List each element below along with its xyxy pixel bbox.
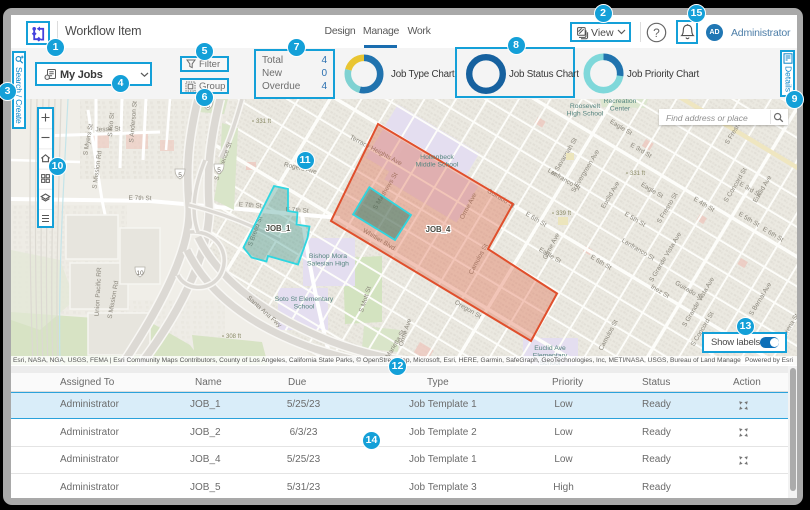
svg-text:E 7th St: E 7th St <box>128 195 151 202</box>
svg-text:S Rio St: S Rio St <box>107 112 116 137</box>
svg-text:331 ft: 331 ft <box>256 119 271 125</box>
svg-text:Union Pacific RR: Union Pacific RR <box>94 267 104 317</box>
svg-text:High School: High School <box>567 111 604 118</box>
svg-text:?: ? <box>653 26 660 40</box>
svg-text:5: 5 <box>206 103 210 110</box>
svg-text:Recreation: Recreation <box>604 99 637 105</box>
svg-text:Middle School: Middle School <box>416 162 459 169</box>
svg-text:5: 5 <box>178 172 182 179</box>
svg-text:S Anderson St: S Anderson St <box>128 101 139 143</box>
svg-text:Roosevelt: Roosevelt <box>570 103 600 110</box>
svg-text:339 ft: 339 ft <box>556 211 571 217</box>
svg-text:Euclid Ave: Euclid Ave <box>534 345 566 352</box>
svg-text:331 ft: 331 ft <box>630 171 645 177</box>
svg-text:JOB_4: JOB_4 <box>426 225 451 234</box>
svg-text:Salesian High: Salesian High <box>307 261 349 268</box>
svg-text:School: School <box>294 304 315 311</box>
svg-text:Hollenbeck: Hollenbeck <box>420 154 454 161</box>
svg-text:Bishop Mora: Bishop Mora <box>309 253 347 260</box>
svg-text:Jesse St: Jesse St <box>95 126 120 134</box>
svg-text:308 ft: 308 ft <box>226 334 241 340</box>
svg-text:E 7th St: E 7th St <box>238 201 262 210</box>
svg-text:Center: Center <box>610 106 631 113</box>
svg-text:5: 5 <box>217 167 221 174</box>
svg-text:JOB_1: JOB_1 <box>266 224 291 233</box>
svg-text:E 7th St: E 7th St <box>285 206 309 215</box>
svg-text:10: 10 <box>136 270 144 277</box>
svg-text:Soto St Elementary: Soto St Elementary <box>275 296 334 303</box>
